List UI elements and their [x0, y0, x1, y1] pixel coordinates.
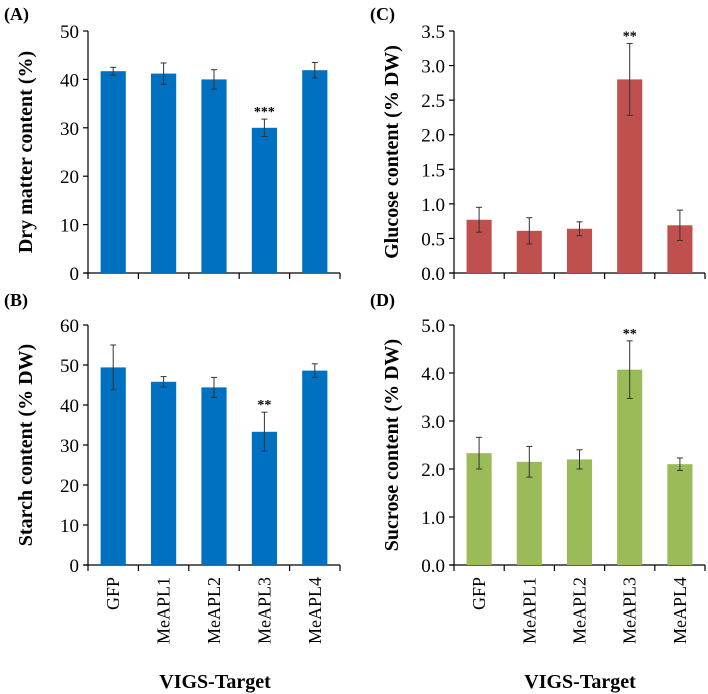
x-tick-label: MeAPL4 — [305, 577, 325, 644]
bar-meapl2 — [566, 459, 593, 565]
chart-panel: (B) Starch content (% DW) 0 10 20 30 40 50 60 GFP… — [4, 290, 341, 644]
significance-label: ** — [257, 398, 271, 413]
significance-label: ** — [623, 29, 637, 44]
y-tick-label: 2.0 — [421, 460, 445, 481]
y-tick-label: 2.5 — [421, 91, 445, 112]
bar-gfp — [100, 71, 126, 273]
y-axis-title: Starch content (% DW) — [15, 344, 37, 546]
y-tick-label: 3.0 — [421, 412, 445, 433]
y-tick-label: 5.0 — [421, 316, 445, 337]
y-tick-label: 40 — [60, 70, 79, 91]
x-tick-label: MeAPL3 — [620, 577, 640, 644]
y-tick-label: 3.5 — [421, 22, 445, 43]
bar-meapl2 — [201, 387, 227, 565]
y-axis-title: Dry matter content (%) — [15, 51, 37, 253]
y-tick-label: 10 — [60, 216, 79, 237]
y-tick-label: 0.0 — [421, 264, 445, 285]
x-axis-title-right: VIGS-Target — [524, 671, 636, 693]
y-tick-label: 1.5 — [421, 160, 445, 181]
x-tick-label: MeAPL1 — [519, 577, 539, 644]
x-tick-label: GFP — [469, 577, 489, 610]
chart-panel: (D) Sucrose content (% DW) 0.0 1.0 2.0 3.0 4.0… — [370, 290, 706, 644]
y-tick-label: 3.0 — [421, 57, 445, 78]
panel-label: (B) — [4, 290, 28, 311]
bar-meapl2 — [201, 79, 227, 274]
x-tick-label: MeAPL2 — [570, 577, 590, 644]
y-tick-label: 0 — [70, 264, 80, 285]
y-axis-title: Glucose content (% DW) — [381, 45, 403, 259]
y-tick-label: 40 — [60, 396, 79, 417]
bar-meapl4 — [302, 370, 328, 565]
bar-gfp — [466, 453, 492, 565]
bar-meapl1 — [151, 381, 177, 565]
x-axis-title-left: VIGS-Target — [159, 671, 271, 693]
bar-meapl4 — [667, 464, 693, 565]
bar-meapl3 — [251, 127, 277, 273]
panel-label: (D) — [370, 290, 395, 311]
y-tick-label: 0 — [70, 556, 80, 577]
x-tick-label: MeAPL4 — [670, 577, 690, 644]
x-tick-label: MeAPL1 — [154, 577, 174, 644]
y-tick-label: 1.0 — [421, 195, 445, 216]
y-tick-label: 4.0 — [421, 364, 445, 385]
y-tick-label: 10 — [60, 516, 79, 537]
bar-meapl1 — [151, 73, 177, 273]
bar-meapl3 — [251, 431, 277, 565]
chart-panel: (C) Glucose content (% DW) 0.0 0.5 1.0 1.5 2.0… — [370, 4, 706, 285]
bar-meapl1 — [516, 461, 542, 565]
panel-label: (A) — [4, 4, 29, 25]
bar-meapl3 — [617, 369, 643, 565]
x-tick-label: MeAPL3 — [254, 577, 274, 644]
y-tick-label: 50 — [60, 356, 79, 377]
panel-label: (C) — [370, 4, 395, 25]
x-tick-label: MeAPL2 — [204, 577, 224, 644]
y-axis-title: Sucrose content (% DW) — [381, 339, 403, 551]
y-tick-label: 2.0 — [421, 126, 445, 147]
y-tick-label: 0.5 — [421, 229, 445, 250]
bar-meapl4 — [302, 70, 328, 273]
y-tick-label: 60 — [60, 316, 79, 337]
significance-label: *** — [254, 105, 275, 120]
x-tick-label: GFP — [103, 577, 123, 610]
y-tick-label: 20 — [60, 167, 79, 188]
chart-panel: (A) Dry matter content (%) 0 10 20 30 40 50 *** — [4, 4, 341, 285]
y-tick-label: 30 — [60, 119, 79, 140]
y-tick-label: 20 — [60, 476, 79, 497]
y-tick-label: 1.0 — [421, 508, 445, 529]
y-tick-label: 0.0 — [421, 556, 445, 577]
bar-gfp — [100, 367, 126, 565]
y-tick-label: 30 — [60, 436, 79, 457]
y-tick-label: 50 — [60, 22, 79, 43]
significance-label: ** — [623, 327, 637, 342]
